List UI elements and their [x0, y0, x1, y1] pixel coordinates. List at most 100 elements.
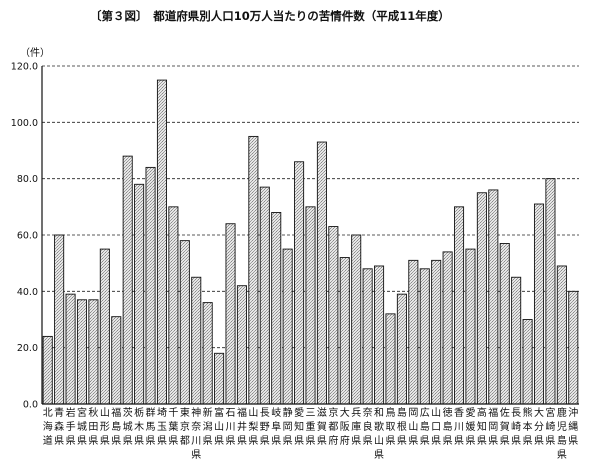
bar	[282, 248, 293, 405]
x-tick-label: 川	[454, 422, 464, 433]
bar	[522, 319, 533, 405]
x-tick-label: 宮	[77, 406, 87, 419]
y-axis-ticks: 0.0 20.0 40.0 60.0 80.0 100.0 120.0	[11, 62, 38, 411]
x-tick-label: 口	[431, 422, 441, 433]
bar	[419, 268, 430, 405]
x-tick-label: 徳	[443, 406, 453, 419]
x-tick-label: 長	[511, 407, 521, 419]
x-tick-label: 梨	[248, 420, 258, 433]
x-tick-label: 玉	[157, 422, 167, 433]
x-tick-label: 取	[385, 421, 395, 433]
x-tick-label: 山	[214, 421, 224, 433]
bar	[339, 257, 350, 405]
bar	[476, 192, 487, 405]
bar	[145, 166, 156, 405]
x-tick-label: 県	[54, 435, 64, 447]
x-tick-label: 鳥	[385, 406, 395, 419]
bar	[442, 251, 453, 405]
x-tick-label: 県	[237, 435, 247, 447]
bar	[362, 268, 373, 405]
x-tick-label: 熊	[523, 406, 533, 419]
x-tick-label: 県	[420, 435, 430, 447]
bar	[568, 290, 579, 405]
x-tick-label: 県	[511, 435, 521, 447]
x-tick-label: 川	[226, 422, 236, 433]
x-tick-label: 馬	[146, 421, 156, 433]
bar	[248, 135, 259, 405]
x-tick-label: 青	[54, 406, 64, 419]
bar	[454, 206, 465, 405]
bars	[42, 79, 579, 405]
x-tick-label: 福	[111, 406, 121, 419]
x-tick-label: 県	[157, 435, 167, 447]
bar	[305, 206, 316, 405]
y-tick-label: 60.0	[17, 231, 38, 242]
x-tick-label: 和	[374, 407, 384, 419]
x-tick-label: 庫	[351, 420, 361, 433]
x-tick-label: 海	[43, 420, 53, 433]
x-tick-label: 知	[294, 420, 304, 433]
x-tick-label: 富	[214, 406, 224, 419]
x-tick-label: 島	[111, 420, 121, 433]
x-tick-label: 県	[77, 435, 87, 447]
bar	[294, 161, 305, 405]
bar	[556, 265, 567, 405]
x-tick-label: 山	[431, 407, 441, 419]
x-tick-label: 県	[214, 435, 224, 447]
bar	[76, 299, 88, 405]
x-tick-label: 都	[180, 435, 190, 447]
bar	[236, 285, 247, 405]
x-tick-label: 山	[248, 407, 258, 419]
x-tick-label: 沖	[568, 406, 578, 419]
x-tick-label: 崎	[545, 420, 555, 433]
x-tick-label: 千	[168, 407, 178, 419]
x-tick-label: 京	[328, 406, 338, 419]
x-tick-label: 県	[191, 449, 201, 461]
x-tick-label: 木	[134, 421, 144, 433]
y-tick-label: 100.0	[11, 118, 38, 129]
x-tick-label: 手	[66, 420, 76, 433]
x-tick-label: 森	[54, 420, 64, 433]
x-tick-label: 新	[203, 406, 213, 419]
x-tick-label: 県	[100, 435, 110, 447]
x-tick-label: 香	[454, 407, 464, 419]
x-tick-label: 北	[43, 407, 53, 419]
x-tick-label: 県	[454, 435, 464, 447]
x-tick-label: 奈	[191, 420, 201, 433]
bar	[374, 265, 385, 405]
x-tick-label: 県	[146, 435, 156, 447]
x-tick-label: 県	[123, 435, 133, 447]
x-tick-label: 県	[477, 435, 487, 447]
bar	[328, 226, 339, 405]
x-tick-label: 宮	[545, 406, 555, 419]
x-tick-label: 井	[237, 420, 247, 433]
x-tick-label: 良	[363, 420, 373, 433]
bar	[271, 212, 282, 405]
x-tick-label: 岐	[271, 406, 281, 419]
bar	[533, 203, 545, 405]
x-tick-label: 埼	[157, 406, 167, 419]
x-tick-label: 茨	[123, 406, 133, 419]
x-tick-label: 県	[385, 435, 395, 447]
x-tick-label: 山	[374, 435, 384, 447]
x-tick-label: 県	[374, 449, 384, 461]
x-tick-label: 県	[260, 435, 270, 447]
x-tick-label: 県	[134, 435, 144, 447]
x-tick-label: 広	[420, 406, 430, 419]
x-tick-label: 岡	[408, 407, 418, 419]
x-tick-label: 県	[66, 435, 76, 447]
x-tick-label: 府	[328, 434, 338, 447]
x-tick-label: 静	[283, 406, 293, 419]
x-tick-label: 児	[557, 421, 567, 433]
bar	[156, 79, 167, 405]
x-tick-label: 県	[397, 435, 407, 447]
x-tick-label: 県	[203, 435, 213, 447]
bar	[408, 259, 419, 405]
x-tick-label: 三	[306, 408, 316, 419]
bar	[511, 276, 522, 405]
x-tick-label: 県	[226, 435, 236, 447]
x-tick-label: 県	[500, 435, 510, 447]
bar	[465, 248, 476, 405]
x-tick-label: 田	[88, 422, 98, 433]
x-tick-label: 県	[88, 435, 98, 447]
